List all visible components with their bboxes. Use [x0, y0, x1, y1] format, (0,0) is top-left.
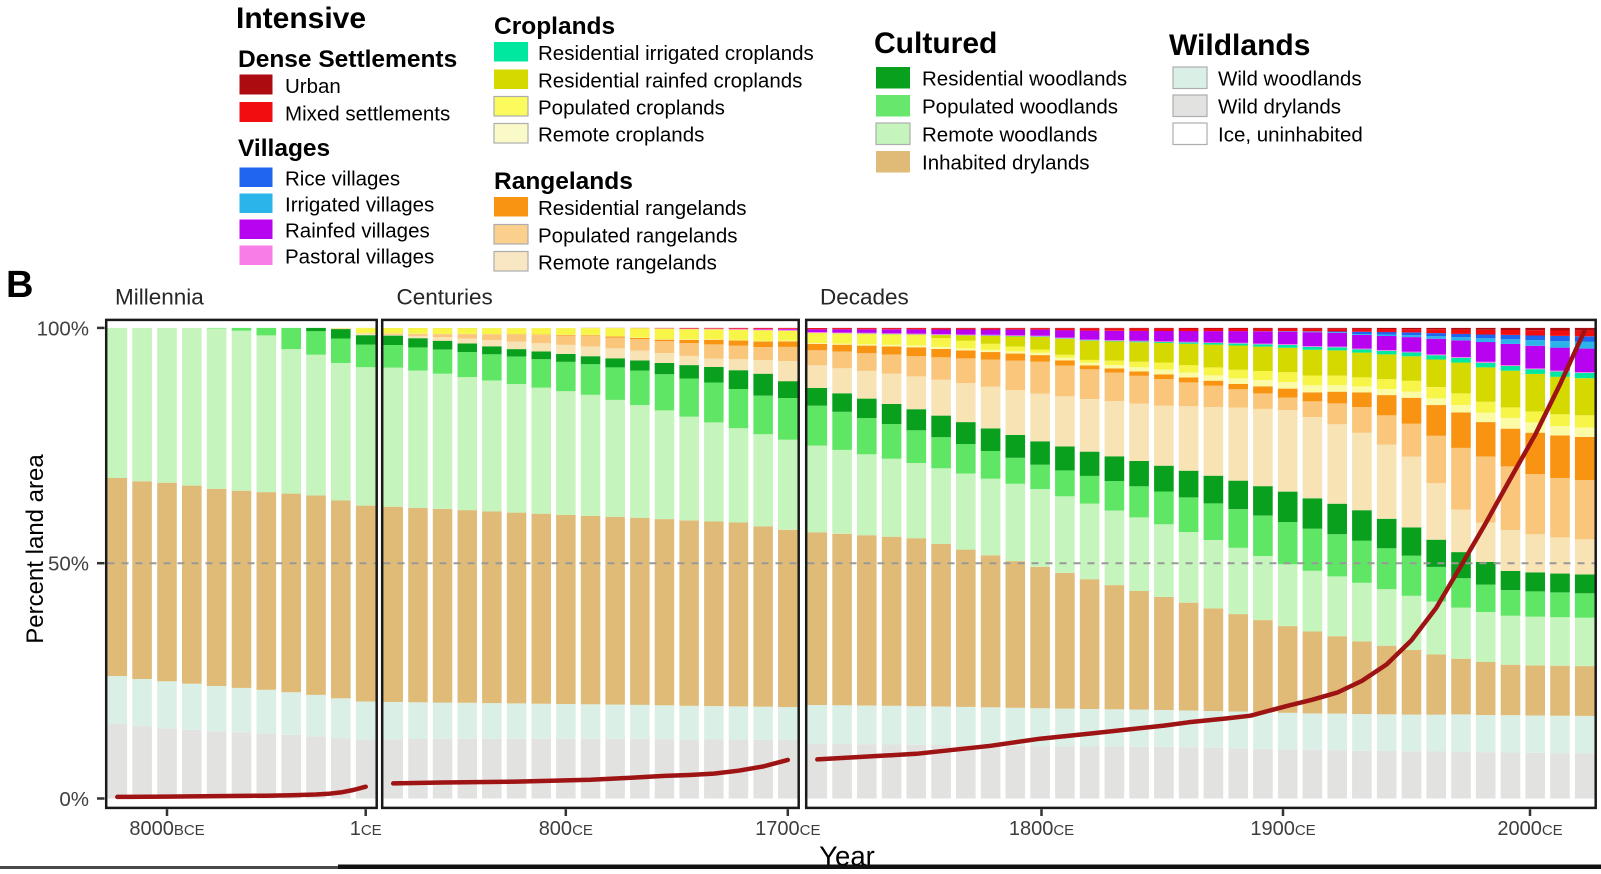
svg-text:Centuries: Centuries: [397, 285, 493, 310]
svg-text:100%: 100%: [37, 317, 89, 340]
svg-text:Remote woodlands: Remote woodlands: [922, 124, 1098, 147]
svg-text:Rangelands: Rangelands: [494, 168, 633, 195]
svg-text:Dense Settlements: Dense Settlements: [238, 46, 457, 73]
svg-text:Populated rangelands: Populated rangelands: [538, 225, 737, 248]
svg-text:0%: 0%: [59, 788, 89, 811]
svg-text:Wildlands: Wildlands: [1169, 29, 1310, 62]
svg-text:Rice villages: Rice villages: [285, 168, 400, 191]
svg-text:8000BCE: 8000BCE: [129, 818, 204, 840]
svg-text:Villages: Villages: [238, 135, 330, 162]
svg-text:Inhabited drylands: Inhabited drylands: [922, 152, 1090, 175]
svg-text:1800CE: 1800CE: [1009, 818, 1074, 840]
svg-text:Wild woodlands: Wild woodlands: [1218, 68, 1362, 91]
svg-text:Populated croplands: Populated croplands: [538, 97, 725, 120]
svg-text:Residential rangelands: Residential rangelands: [538, 197, 747, 220]
svg-text:Mixed settlements: Mixed settlements: [285, 103, 450, 126]
svg-text:Decades: Decades: [820, 285, 909, 310]
svg-text:1700CE: 1700CE: [755, 818, 820, 840]
svg-text:Cultured: Cultured: [874, 27, 997, 60]
svg-text:2000CE: 2000CE: [1497, 818, 1562, 840]
svg-text:Residential irrigated cropland: Residential irrigated croplands: [538, 42, 814, 65]
svg-text:Residential woodlands: Residential woodlands: [922, 68, 1127, 91]
svg-text:50%: 50%: [48, 553, 89, 576]
svg-text:800CE: 800CE: [539, 818, 593, 840]
svg-text:Irrigated villages: Irrigated villages: [285, 194, 434, 217]
svg-text:Remote rangelands: Remote rangelands: [538, 252, 717, 275]
svg-text:Pastoral villages: Pastoral villages: [285, 246, 434, 269]
svg-text:B: B: [6, 264, 33, 306]
svg-text:Intensive: Intensive: [236, 2, 366, 35]
svg-text:Ice, uninhabited: Ice, uninhabited: [1218, 124, 1363, 147]
svg-text:Populated woodlands: Populated woodlands: [922, 96, 1118, 119]
svg-text:Rainfed villages: Rainfed villages: [285, 220, 430, 243]
svg-text:1900CE: 1900CE: [1250, 818, 1315, 840]
svg-text:Croplands: Croplands: [494, 13, 615, 40]
svg-text:1CE: 1CE: [350, 818, 382, 840]
svg-text:Millennia: Millennia: [115, 285, 204, 310]
svg-text:Remote croplands: Remote croplands: [538, 124, 704, 147]
svg-text:Urban: Urban: [285, 75, 341, 98]
svg-text:Wild drylands: Wild drylands: [1218, 96, 1341, 119]
svg-text:Residential rainfed croplands: Residential rainfed croplands: [538, 70, 802, 93]
svg-text:Percent land area: Percent land area: [22, 454, 49, 644]
